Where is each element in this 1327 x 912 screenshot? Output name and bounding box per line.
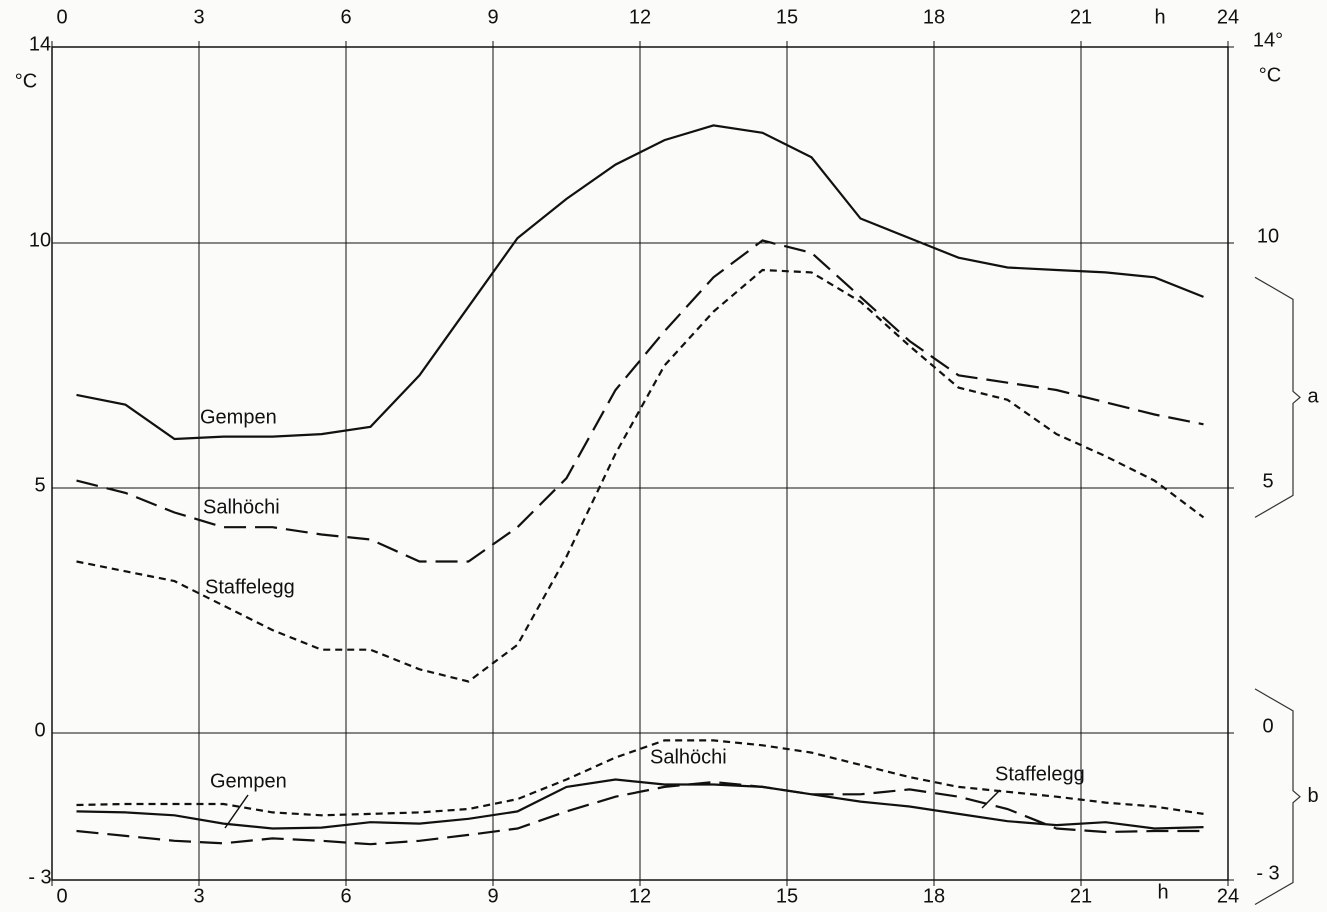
group-brace — [1254, 276, 1301, 518]
series-line — [76, 778, 1204, 830]
x-tick-label: 3 — [193, 885, 204, 907]
series-line — [76, 239, 1204, 563]
series-label: Salhöchi — [203, 496, 280, 518]
x-tick-label: 24 — [1217, 885, 1239, 907]
y2-tick-label: 14° — [1253, 29, 1283, 51]
series-label: Salhöchi — [650, 746, 727, 768]
x-tick-label: 0 — [56, 885, 67, 907]
y2-tick-label: - 3 — [1256, 862, 1279, 884]
series-line — [76, 124, 1204, 441]
x-tick-label: 21 — [1070, 885, 1092, 907]
label-leader — [981, 789, 1001, 809]
y-tick-label: 0 — [34, 719, 45, 741]
group-label: b — [1307, 785, 1318, 807]
group-brace — [1254, 688, 1301, 906]
x-tick-label: 18 — [923, 6, 945, 28]
x-axis-label: h — [1154, 6, 1165, 28]
y-tick-label: - 3 — [28, 866, 51, 888]
x-tick-label: 15 — [776, 6, 798, 28]
series-label: Staffelegg — [205, 576, 295, 598]
x-tick-label: 9 — [487, 885, 498, 907]
series-label: Staffelegg — [995, 763, 1085, 785]
y-tick-label: 5 — [34, 474, 45, 496]
y2-axis-label: °C — [1259, 64, 1281, 86]
x-tick-label: 21 — [1070, 6, 1092, 28]
y-axis-label: °C — [15, 70, 37, 92]
series-line — [76, 780, 1204, 846]
series-line — [76, 268, 1205, 683]
x-tick-label: 12 — [629, 6, 651, 28]
y2-tick-label: 0 — [1262, 715, 1273, 737]
x-tick-label: 3 — [193, 6, 204, 28]
series-label: Gempen — [200, 406, 277, 428]
x-tick-label: 12 — [629, 885, 651, 907]
x-tick-label: 15 — [776, 885, 798, 907]
x-axis-label: h — [1157, 881, 1168, 903]
y-tick-label: 10 — [29, 229, 51, 251]
x-tick-label: 6 — [340, 6, 351, 28]
y-tick-label: 14 — [29, 33, 51, 55]
group-label: a — [1307, 386, 1319, 408]
x-tick-label: 0 — [56, 6, 67, 28]
y2-tick-label: 10 — [1257, 225, 1279, 247]
x-tick-label: 9 — [487, 6, 498, 28]
x-tick-label: 18 — [923, 885, 945, 907]
label-leader — [224, 794, 249, 829]
x-tick-label: 24 — [1217, 6, 1239, 28]
series-label: Gempen — [210, 770, 287, 792]
x-tick-label: 6 — [340, 885, 351, 907]
y2-tick-label: 5 — [1262, 470, 1273, 492]
